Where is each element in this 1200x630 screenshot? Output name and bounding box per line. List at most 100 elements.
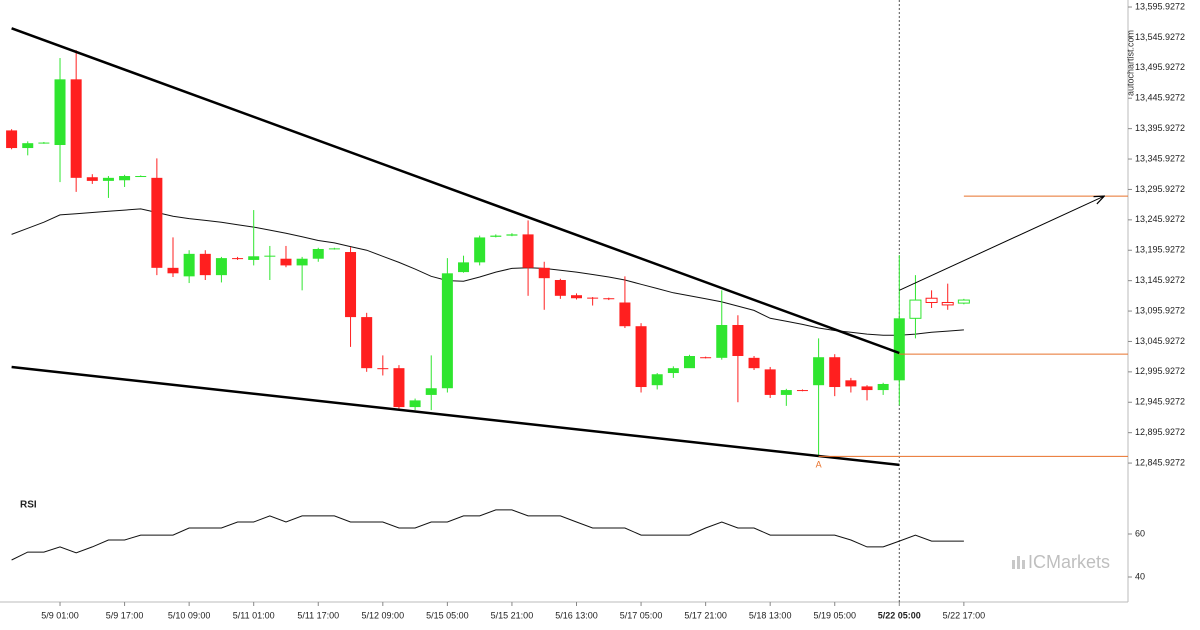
candle-body — [102, 177, 114, 181]
x-tick-label: 5/9 01:00 — [41, 610, 79, 620]
candle-body — [458, 262, 470, 273]
x-tick-label: 5/15 21:00 — [491, 610, 534, 620]
candle-body — [909, 299, 922, 319]
candle-body — [199, 253, 211, 276]
candle-body — [522, 234, 534, 268]
candle-body — [425, 388, 437, 395]
rsi-tick-label: 60 — [1135, 528, 1145, 538]
candle-body — [151, 177, 163, 268]
candle-body — [845, 380, 857, 387]
candle-body — [296, 258, 308, 266]
candle-body — [683, 356, 695, 369]
y-tick-label: 12,945.9272 — [1135, 397, 1185, 407]
y-tick-label: 13,295.9272 — [1135, 184, 1185, 194]
candle-body — [554, 279, 566, 296]
x-tick-label: 5/19 05:00 — [813, 610, 856, 620]
candle-body — [490, 235, 502, 237]
candle-body — [651, 374, 663, 386]
candle-body — [861, 386, 873, 391]
x-tick-label: 5/10 09:00 — [168, 610, 211, 620]
x-tick-label: 5/22 17:00 — [943, 610, 986, 620]
candle-body — [312, 248, 324, 259]
y-tick-label: 13,395.9272 — [1135, 123, 1185, 133]
candle-body — [941, 301, 954, 306]
x-tick-label: 5/17 21:00 — [684, 610, 727, 620]
y-tick-label: 13,345.9272 — [1135, 153, 1185, 163]
candle-body — [38, 142, 50, 144]
y-tick-label: 13,195.9272 — [1135, 245, 1185, 255]
y-tick-label: 12,845.9272 — [1135, 457, 1185, 467]
y-tick-label: 13,545.9272 — [1135, 32, 1185, 42]
y-tick-label: 12,895.9272 — [1135, 427, 1185, 437]
x-tick-label: 5/9 17:00 — [106, 610, 144, 620]
candle-body — [925, 297, 938, 303]
candle-body — [764, 369, 776, 395]
x-tick-label: 5/15 05:00 — [426, 610, 469, 620]
candle-body — [135, 176, 147, 178]
candle-body — [280, 258, 292, 266]
candle-body — [538, 267, 550, 279]
candle-body — [667, 368, 679, 374]
candle-body — [377, 368, 389, 370]
y-tick-label: 13,595.9272 — [1135, 1, 1185, 11]
candle-body — [119, 176, 131, 181]
candle-body — [893, 318, 905, 381]
candle-body — [748, 357, 760, 369]
trendline — [11, 27, 900, 355]
candle-body — [264, 255, 276, 257]
candle-body — [780, 390, 792, 395]
candle-body — [167, 267, 179, 274]
candle-body — [796, 390, 808, 392]
candle-body — [183, 253, 195, 277]
rsi-line — [11, 509, 964, 561]
brand-icon — [1012, 556, 1025, 569]
candle-body — [957, 299, 970, 304]
watermark: autochartist.com — [1125, 30, 1135, 96]
x-tick-label: 5/12 09:00 — [362, 610, 405, 620]
candle-body — [393, 368, 405, 408]
candle-body — [54, 79, 66, 146]
candle-body — [506, 234, 518, 236]
annotation: A — [816, 460, 822, 470]
candle-body — [345, 252, 357, 318]
candle-body — [70, 79, 82, 178]
candle-body — [474, 237, 486, 263]
candle-body — [215, 258, 227, 276]
y-tick-label: 13,045.9272 — [1135, 336, 1185, 346]
candle-body — [877, 383, 889, 391]
trendline — [11, 365, 900, 467]
candle-body — [716, 324, 728, 358]
candle-body — [587, 297, 599, 299]
candle-body — [603, 298, 615, 300]
candle-body — [619, 302, 631, 327]
y-tick-label: 13,495.9272 — [1135, 62, 1185, 72]
candle-body — [441, 273, 453, 389]
moving-average — [11, 208, 964, 336]
x-tick-label: 5/18 13:00 — [749, 610, 792, 620]
candle-body — [328, 248, 340, 250]
brand: ICMarkets — [1028, 552, 1110, 572]
candle-body — [829, 357, 841, 388]
candle-body — [700, 357, 712, 359]
candle-body — [22, 143, 34, 149]
candle-body — [86, 177, 98, 181]
x-tick-label: 5/11 17:00 — [297, 610, 339, 620]
candle-body — [732, 324, 744, 357]
y-tick-label: 13,245.9272 — [1135, 214, 1185, 224]
candle-body — [635, 326, 647, 388]
rsi-tick-label: 40 — [1135, 571, 1145, 581]
candle-body — [361, 317, 373, 369]
candle-body — [232, 258, 244, 260]
candle-body — [813, 357, 825, 386]
rsi-title: RSI — [20, 500, 37, 511]
y-tick-label: 12,995.9272 — [1135, 366, 1185, 376]
candle-body — [409, 400, 421, 408]
y-tick-label: 13,445.9272 — [1135, 93, 1185, 103]
y-tick-label: 13,095.9272 — [1135, 305, 1185, 315]
x-tick-label: 5/22 05:00 — [878, 610, 921, 620]
candle-body — [248, 256, 260, 260]
candle-body — [571, 295, 582, 299]
x-tick-label: 5/17 05:00 — [620, 610, 663, 620]
